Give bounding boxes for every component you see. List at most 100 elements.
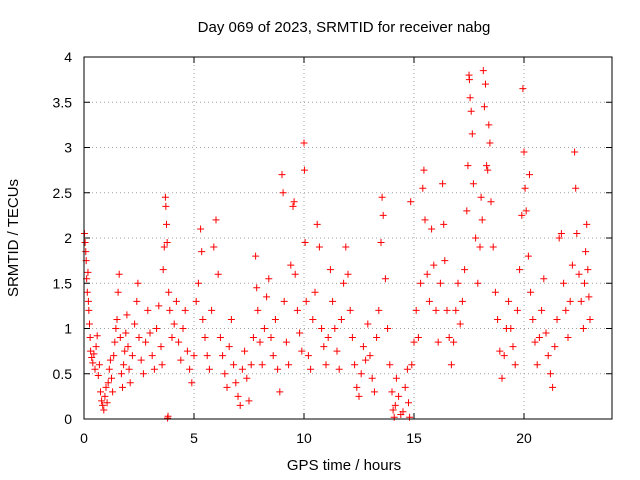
data-point <box>407 198 415 206</box>
data-point <box>466 94 474 102</box>
data-point <box>166 306 174 314</box>
data-point <box>300 139 308 147</box>
data-point <box>197 225 205 233</box>
data-point <box>307 365 315 373</box>
data-point <box>162 202 170 210</box>
data-point <box>491 288 499 296</box>
data-point <box>340 279 348 287</box>
data-point <box>572 184 580 192</box>
data-point <box>535 334 543 342</box>
data-point <box>313 220 321 228</box>
data-point <box>198 248 206 256</box>
x-tick-label: 10 <box>296 430 312 446</box>
data-point <box>378 193 386 201</box>
data-point <box>134 279 142 287</box>
data-point <box>124 343 132 351</box>
data-point <box>483 162 491 170</box>
data-point <box>114 288 122 296</box>
data-point <box>163 220 170 228</box>
data-point <box>121 347 129 355</box>
data-point <box>346 306 354 314</box>
data-point <box>163 239 171 247</box>
data-point <box>509 343 517 351</box>
data-point <box>395 392 403 400</box>
data-point <box>494 315 502 323</box>
data-point <box>298 347 306 355</box>
data-point <box>263 293 271 301</box>
data-point <box>269 352 277 360</box>
data-point <box>478 216 486 224</box>
data-point <box>148 352 156 360</box>
data-point <box>318 325 326 332</box>
x-tick-label: 20 <box>516 430 532 446</box>
data-point <box>436 279 444 287</box>
data-point <box>93 332 101 340</box>
y-axis-label: SRMTID / TECUs <box>5 179 22 297</box>
data-point <box>359 343 367 351</box>
data-point <box>159 266 167 274</box>
data-point <box>110 352 118 360</box>
data-point <box>98 397 106 405</box>
data-point <box>579 325 587 332</box>
data-point <box>465 76 473 84</box>
data-point <box>131 320 139 328</box>
data-point <box>377 239 385 247</box>
data-point <box>309 315 317 323</box>
data-point <box>104 379 112 387</box>
data-point <box>577 297 585 305</box>
data-point <box>142 338 150 346</box>
x-tick-label: 15 <box>406 430 422 446</box>
data-point <box>430 261 438 269</box>
data-point <box>526 171 533 179</box>
data-point <box>467 107 475 115</box>
data-point <box>447 361 455 369</box>
data-point <box>137 356 145 364</box>
data-point <box>522 207 530 215</box>
data-point <box>155 302 163 310</box>
data-point <box>311 288 319 296</box>
data-point <box>425 297 433 305</box>
data-point <box>230 361 238 369</box>
data-point <box>175 338 183 346</box>
data-point <box>406 413 414 421</box>
data-point <box>304 352 312 360</box>
data-point <box>112 325 120 332</box>
data-point <box>351 361 359 369</box>
data-point <box>568 261 576 269</box>
data-point <box>410 338 418 346</box>
data-point <box>469 180 477 188</box>
data-point <box>91 365 99 373</box>
data-point <box>267 334 275 342</box>
data-point <box>190 352 198 360</box>
data-point <box>227 315 235 323</box>
data-point <box>551 343 559 351</box>
data-point <box>342 243 350 251</box>
data-point <box>405 399 412 407</box>
data-point <box>432 306 440 314</box>
data-point <box>364 320 372 328</box>
data-point <box>399 408 407 416</box>
data-point <box>102 383 110 391</box>
data-point <box>84 297 92 305</box>
data-point <box>253 284 261 292</box>
data-point <box>245 397 253 405</box>
data-point <box>392 374 400 382</box>
data-point <box>366 352 374 360</box>
data-point <box>92 343 100 351</box>
data-point <box>482 80 489 88</box>
data-point <box>496 347 504 355</box>
axis-ticks: 0 5 10 15 20 0 0.5 1 1.5 2 2.5 3 3.5 4 <box>53 49 612 446</box>
data-point <box>505 297 513 305</box>
data-point <box>85 306 93 314</box>
data-point <box>241 347 249 355</box>
data-point <box>139 370 147 378</box>
data-point <box>205 365 213 373</box>
data-point <box>160 243 168 251</box>
data-point <box>221 370 229 378</box>
data-point <box>326 266 334 274</box>
data-point <box>236 401 244 409</box>
data-point <box>379 211 387 219</box>
data-point <box>186 365 194 373</box>
data-point <box>450 338 458 346</box>
x-tick-label: 0 <box>80 430 88 446</box>
